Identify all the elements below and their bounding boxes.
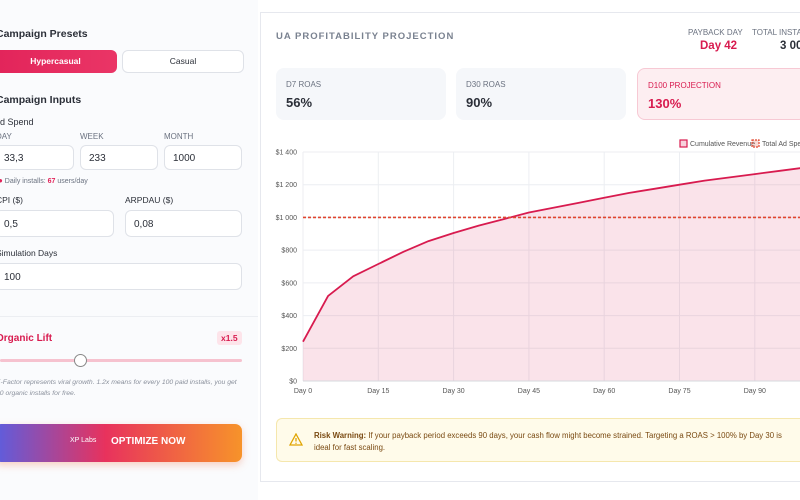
warning-box: Risk Warning: If your payback period exc… (276, 418, 800, 462)
legend-swatch (679, 139, 688, 148)
x-tick-label: Day 75 (668, 388, 690, 395)
y-tick-label: $200 (281, 346, 297, 353)
stat-label: TOTAL INSTALLS (752, 28, 800, 37)
kpi-card: D7 ROAS 56% (276, 68, 446, 120)
x-tick-label: Day 15 (367, 388, 389, 395)
kpi-label: D100 PROJECTION (648, 81, 721, 90)
text-input[interactable]: 0,5 (0, 210, 114, 237)
sidebar: Campaign Presets Hypercasual Casual Camp… (0, 0, 258, 500)
y-tick-label: $400 (281, 313, 297, 320)
kpi-value: 56% (286, 95, 313, 110)
caption: K-Factor represents viral growth. 1.2x m… (0, 379, 237, 397)
slider-thumb[interactable] (74, 354, 87, 367)
warning-icon (289, 433, 303, 446)
info-line: ● Daily installs: 67 users/day (0, 176, 88, 185)
x-tick-label: Day 45 (518, 388, 540, 395)
field-label: WEEK (80, 132, 104, 141)
chart: $0 $200 $400 $600 $800 $1 000 $1 200 $1 400 Day … (276, 139, 800, 395)
text-input[interactable]: 33,3 (0, 145, 74, 170)
preset-button[interactable]: Hypercasual (0, 50, 117, 73)
area (303, 168, 800, 381)
y-tick-label: $1 400 (276, 150, 298, 157)
y-tick-label: $600 (281, 280, 297, 287)
stat-value: Day 42 (700, 40, 738, 52)
kpi-value: 90% (466, 95, 493, 110)
text-input[interactable]: 100 (0, 263, 242, 290)
field-label: MONTH (164, 132, 194, 141)
text-input[interactable]: 1000 (164, 145, 242, 170)
kpi-label: D30 ROAS (466, 80, 506, 89)
field-label: ARPDAU ($) (125, 195, 174, 205)
line (302, 167, 800, 343)
info-label: Daily installs: (4, 178, 46, 185)
kpi-label: D7 ROAS (286, 80, 322, 89)
x-tick-label: Day 30 (443, 388, 465, 395)
y-tick-label: $1 000 (276, 215, 298, 222)
brand: XP Labs (70, 437, 97, 444)
x-tick-label: Day 90 (744, 388, 766, 395)
legend-swatch (751, 139, 760, 148)
slider-label: Organic Lift (0, 333, 53, 344)
stat-value: 3 000 (780, 40, 800, 52)
preset-button[interactable]: Casual (122, 50, 244, 73)
section-title: Campaign Presets (0, 28, 88, 40)
kpi-card: D30 ROAS 90% (456, 68, 626, 120)
button-label: OPTIMIZE NOW (111, 436, 186, 447)
y-tick-label: $800 (281, 248, 297, 255)
field-label: Simulation Days (0, 248, 58, 258)
slider-track (0, 359, 242, 362)
stat-label: PAYBACK DAY (688, 28, 743, 37)
panel-title: UA PROFITABILITY PROJECTION (276, 31, 455, 42)
info-unit: users/day (57, 178, 88, 185)
divider (0, 316, 258, 317)
text-input[interactable]: 233 (80, 145, 158, 170)
warning-body: If your payback period exceeds 90 days, … (314, 431, 782, 452)
y-tick-label: $1 200 (276, 182, 298, 189)
kpi-card: D100 PROJECTION 130% (637, 68, 800, 120)
field-label: Ad Spend (0, 117, 34, 127)
legend-label: Cumulative Revenue (690, 141, 755, 148)
info-icon: ● (0, 176, 3, 185)
x-tick-label: Day 0 (294, 388, 312, 395)
kpi-value: 130% (648, 96, 682, 111)
optimize-button[interactable]: XP Labs OPTIMIZE NOW (0, 424, 242, 462)
info-value: 67 (47, 178, 56, 185)
field-label: DAY (0, 132, 12, 141)
section-title: Campaign Inputs (0, 94, 82, 106)
x-tick-label: Day 60 (593, 388, 615, 395)
legend-label: Total Ad Spend (762, 141, 800, 148)
warning-title: Risk Warning: (314, 431, 367, 440)
slider-value: x1.5 (217, 331, 242, 345)
y-tick-label: $0 (289, 379, 297, 386)
field-label: CPI ($) (0, 195, 23, 205)
warning-text: Risk Warning: If your payback period exc… (314, 430, 794, 454)
text-input[interactable]: 0,08 (125, 210, 242, 237)
